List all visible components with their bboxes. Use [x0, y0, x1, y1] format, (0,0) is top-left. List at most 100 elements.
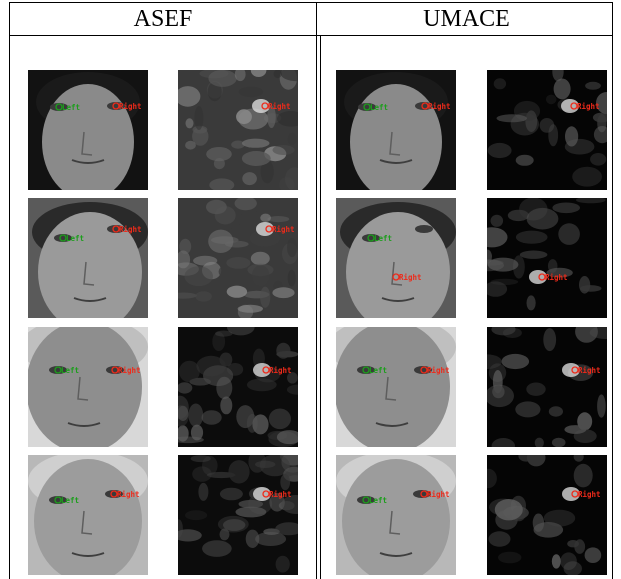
response-blob	[190, 455, 211, 463]
image-umace-response-row-4: Right	[487, 455, 607, 575]
response-blob	[207, 81, 222, 102]
left-eye-shape	[357, 496, 375, 504]
marker-circle	[392, 273, 400, 281]
marker-circle	[265, 225, 273, 233]
nose-shape	[77, 376, 89, 401]
image-canvas: Left Right	[336, 455, 456, 575]
mouth-shape	[381, 297, 415, 302]
response-blob	[179, 238, 192, 255]
face-shape	[28, 327, 142, 447]
table-top-rule	[9, 2, 613, 3]
response-blob	[552, 70, 564, 82]
response-blob	[546, 267, 573, 278]
image-canvas: Right	[178, 455, 298, 575]
response-blob	[202, 455, 218, 476]
response-blob	[194, 106, 204, 130]
left-eye-shape	[50, 103, 68, 111]
response-blob	[196, 355, 226, 377]
response-blob	[558, 223, 580, 245]
marker-circle	[571, 366, 579, 374]
response-blob	[206, 471, 236, 479]
image-umace-face-row-2: Left Right	[336, 198, 456, 318]
response-blob	[184, 266, 213, 287]
response-blob	[501, 353, 530, 370]
response-blob	[575, 327, 598, 343]
right-eye-marker: Right	[112, 102, 142, 111]
marker-circle	[55, 103, 63, 111]
response-blob	[281, 495, 298, 514]
response-blob	[487, 142, 512, 159]
response-blob	[206, 147, 232, 162]
response-blob	[275, 522, 298, 536]
response-blob	[198, 482, 209, 501]
right-eye-marker-label: Right	[427, 490, 450, 499]
nose-shape	[391, 261, 403, 286]
response-blob	[219, 352, 233, 367]
right-eye-marker: Right	[392, 273, 422, 282]
response-blob	[223, 519, 246, 531]
response-blob	[488, 531, 511, 547]
response-blob	[178, 250, 191, 269]
response-blob	[492, 385, 505, 399]
face-shape	[336, 327, 450, 447]
response-blob	[238, 86, 264, 98]
response-blob	[563, 561, 582, 575]
right-eye-shape	[414, 366, 432, 374]
left-eye-shape	[54, 234, 72, 242]
response-blob	[543, 328, 557, 352]
response-blob	[285, 167, 298, 190]
response-blob	[217, 515, 249, 533]
right-eye-shape	[107, 225, 125, 233]
response-blob	[268, 408, 291, 430]
image-canvas: Left Right	[28, 455, 148, 575]
image-canvas: Right	[178, 327, 298, 447]
image-canvas: Right	[178, 198, 298, 318]
image-canvas: Left Right	[336, 327, 456, 447]
right-eye-shape	[106, 366, 124, 374]
mouth-shape	[67, 422, 101, 427]
response-blob	[487, 354, 502, 369]
nose-shape	[81, 131, 93, 156]
face-shape	[42, 84, 134, 190]
response-blob	[590, 153, 607, 166]
response-blob	[491, 327, 516, 336]
response-blob	[227, 327, 255, 336]
right-eye-marker: Right	[421, 102, 451, 111]
right-eye-marker-label: Right	[399, 273, 422, 282]
left-eye-marker-label: Left	[369, 366, 387, 375]
mouth-shape	[73, 297, 107, 302]
response-blob	[584, 547, 602, 563]
mouth-shape	[379, 159, 413, 164]
response-blob	[188, 403, 204, 427]
image-umace-face-row-3: Left Right	[336, 327, 456, 447]
response-blob	[491, 438, 515, 447]
response-blob	[534, 437, 544, 447]
nose-shape	[83, 261, 95, 286]
response-blob	[202, 540, 232, 557]
response-blob	[560, 552, 577, 570]
response-blob	[212, 331, 226, 352]
left-eye-shape	[357, 366, 375, 374]
response-blob	[593, 126, 607, 144]
image-umace-face-row-4: Left Right	[336, 455, 456, 575]
left-eye-marker: Left	[362, 366, 387, 375]
response-blob	[238, 108, 269, 130]
right-eye-shape	[415, 102, 433, 110]
right-eye-marker-label: Right	[268, 102, 291, 111]
image-umace-response-row-1: Right	[487, 70, 607, 190]
image-canvas: Right	[487, 327, 607, 447]
right-eye-shape	[107, 102, 125, 110]
right-eye-marker: Right	[571, 490, 601, 499]
image-asef-response-row-1: Right	[178, 70, 298, 190]
right-eye-shape	[105, 490, 123, 498]
response-blob	[246, 378, 277, 392]
right-eye-marker: Right	[112, 225, 142, 234]
response-blob	[227, 363, 244, 376]
response-blob	[178, 405, 189, 421]
response-blob	[280, 474, 291, 491]
right-eye-marker-label: Right	[269, 366, 292, 375]
response-blob	[487, 249, 492, 264]
left-eye-marker: Left	[59, 234, 84, 243]
response-blob	[249, 229, 280, 247]
